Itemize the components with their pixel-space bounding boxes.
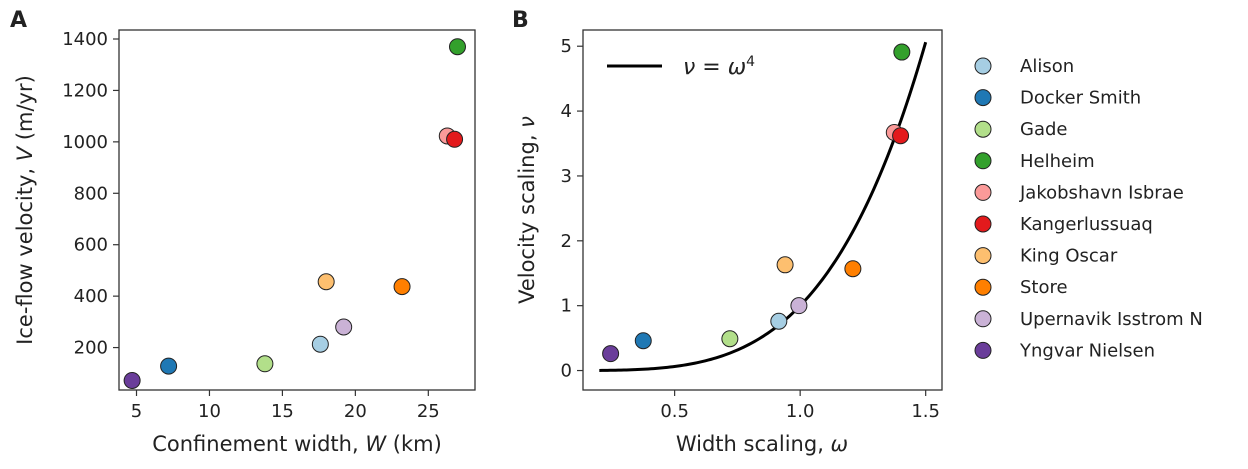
panel-b-x-ticks: 0.5 1.0 1.5 bbox=[660, 390, 940, 422]
y-tick-label: 400 bbox=[74, 286, 108, 307]
panel-a-points bbox=[123, 38, 466, 389]
y-tick-label: 1400 bbox=[62, 29, 108, 50]
panel-b-points bbox=[602, 43, 911, 363]
panel-b-chart: B 0.5 1.0 1.5 0 1 2 3 4 5 ν = ω4 Width scaling,… bbox=[512, 8, 943, 456]
legend-marker-jakobshavn-isbrae bbox=[974, 183, 992, 201]
point-upernavik-isstrom-n bbox=[790, 297, 808, 315]
point-helheim bbox=[893, 43, 911, 61]
power-law-curve bbox=[599, 41, 928, 372]
y-tick-label: 3 bbox=[561, 166, 572, 187]
x-tick-label: 0.5 bbox=[660, 401, 689, 422]
panel-b-y-axis-label: Velocity scaling, ν bbox=[515, 116, 539, 304]
point-yngvar-nielsen bbox=[602, 345, 620, 363]
y-tick-label: 5 bbox=[561, 36, 572, 57]
y-tick-label: 2 bbox=[561, 231, 572, 252]
point-king-oscar bbox=[317, 273, 335, 291]
point-store bbox=[393, 278, 411, 296]
legend-label-helheim: Helheim bbox=[1020, 151, 1095, 172]
y-tick-label: 800 bbox=[74, 183, 108, 204]
y-tick-label: 1000 bbox=[62, 132, 108, 153]
legend-marker-yngvar-nielsen bbox=[974, 341, 992, 359]
panel-a-y-axis-label: Ice-flow velocity, V (m/yr) bbox=[13, 75, 37, 345]
y-tick-label: 200 bbox=[74, 338, 108, 359]
legend-label-store: Store bbox=[1020, 277, 1068, 298]
point-helheim bbox=[448, 38, 466, 56]
x-tick-label: 1.5 bbox=[911, 401, 940, 422]
legend-label-jakobshavn-isbrae: Jakobshavn Isbrae bbox=[1019, 182, 1184, 203]
panel-a-x-ticks: 5 10 15 20 25 bbox=[131, 390, 440, 422]
point-kangerlussuaq bbox=[892, 127, 910, 145]
legend-label-yngvar-nielsen: Yngvar Nielsen bbox=[1019, 340, 1155, 361]
panel-a-x-axis-label: Confinement width, W (km) bbox=[152, 432, 442, 456]
point-gade bbox=[721, 330, 739, 348]
legend-marker-alison bbox=[974, 57, 992, 75]
panel-a-axes-frame bbox=[118, 29, 476, 391]
legend-label-alison: Alison bbox=[1020, 56, 1074, 77]
x-tick-label: 25 bbox=[417, 401, 440, 422]
point-upernavik-isstrom-n bbox=[335, 318, 353, 336]
x-tick-label: 10 bbox=[198, 401, 221, 422]
legend-label-king-oscar: King Oscar bbox=[1020, 246, 1118, 267]
point-gade bbox=[256, 355, 274, 373]
legend-marker-store bbox=[974, 278, 992, 296]
x-tick-label: 20 bbox=[344, 401, 367, 422]
panel-b-axes-frame bbox=[582, 29, 943, 391]
panel-a-y-ticks: 200 400 600 800 1000 1200 1400 bbox=[62, 29, 119, 359]
glacier-legend: Alison Docker Smith Gade Helheim Jakobshavn … bbox=[974, 56, 1203, 361]
point-yngvar-nielsen bbox=[123, 371, 141, 389]
panel-b-y-ticks: 0 1 2 3 4 5 bbox=[561, 36, 583, 382]
point-docker-smith bbox=[634, 332, 652, 350]
y-tick-label: 4 bbox=[561, 101, 572, 122]
x-tick-label: 15 bbox=[271, 401, 294, 422]
point-alison bbox=[770, 312, 788, 330]
legend-marker-kangerlussuaq bbox=[974, 215, 992, 233]
panel-b-curve-legend: ν = ω4 bbox=[607, 54, 755, 80]
y-tick-label: 600 bbox=[74, 235, 108, 256]
point-store bbox=[844, 260, 862, 278]
legend-label-docker-smith: Docker Smith bbox=[1020, 88, 1141, 109]
panel-a-chart: A 5 10 15 20 25 200 400 600 800 1000 1200 1400 Con… bbox=[10, 8, 476, 456]
legend-label-kangerlussuaq: Kangerlussuaq bbox=[1020, 214, 1153, 235]
y-tick-label: 1200 bbox=[62, 80, 108, 101]
panel-b-x-axis-label: Width scaling, ω bbox=[676, 432, 848, 456]
panel-b-letter: B bbox=[512, 8, 529, 33]
x-tick-label: 1.0 bbox=[786, 401, 815, 422]
legend-label-gade: Gade bbox=[1020, 119, 1067, 140]
curve-legend-label: ν = ω4 bbox=[683, 54, 755, 80]
legend-marker-gade bbox=[974, 120, 992, 138]
legend-marker-helheim bbox=[974, 152, 992, 170]
y-tick-label: 0 bbox=[561, 361, 572, 382]
point-kangerlussuaq bbox=[446, 130, 464, 148]
point-docker-smith bbox=[160, 357, 178, 375]
y-tick-label: 1 bbox=[561, 296, 572, 317]
point-king-oscar bbox=[776, 256, 794, 274]
legend-marker-docker-smith bbox=[974, 89, 992, 107]
legend-marker-king-oscar bbox=[974, 247, 992, 265]
legend-marker-upernavik-isstrom-n bbox=[974, 310, 992, 328]
panel-a-letter: A bbox=[10, 8, 27, 33]
legend-label-upernavik-isstrom-n: Upernavik Isstrom N bbox=[1020, 309, 1203, 330]
point-alison bbox=[311, 335, 329, 353]
x-tick-label: 5 bbox=[131, 401, 142, 422]
